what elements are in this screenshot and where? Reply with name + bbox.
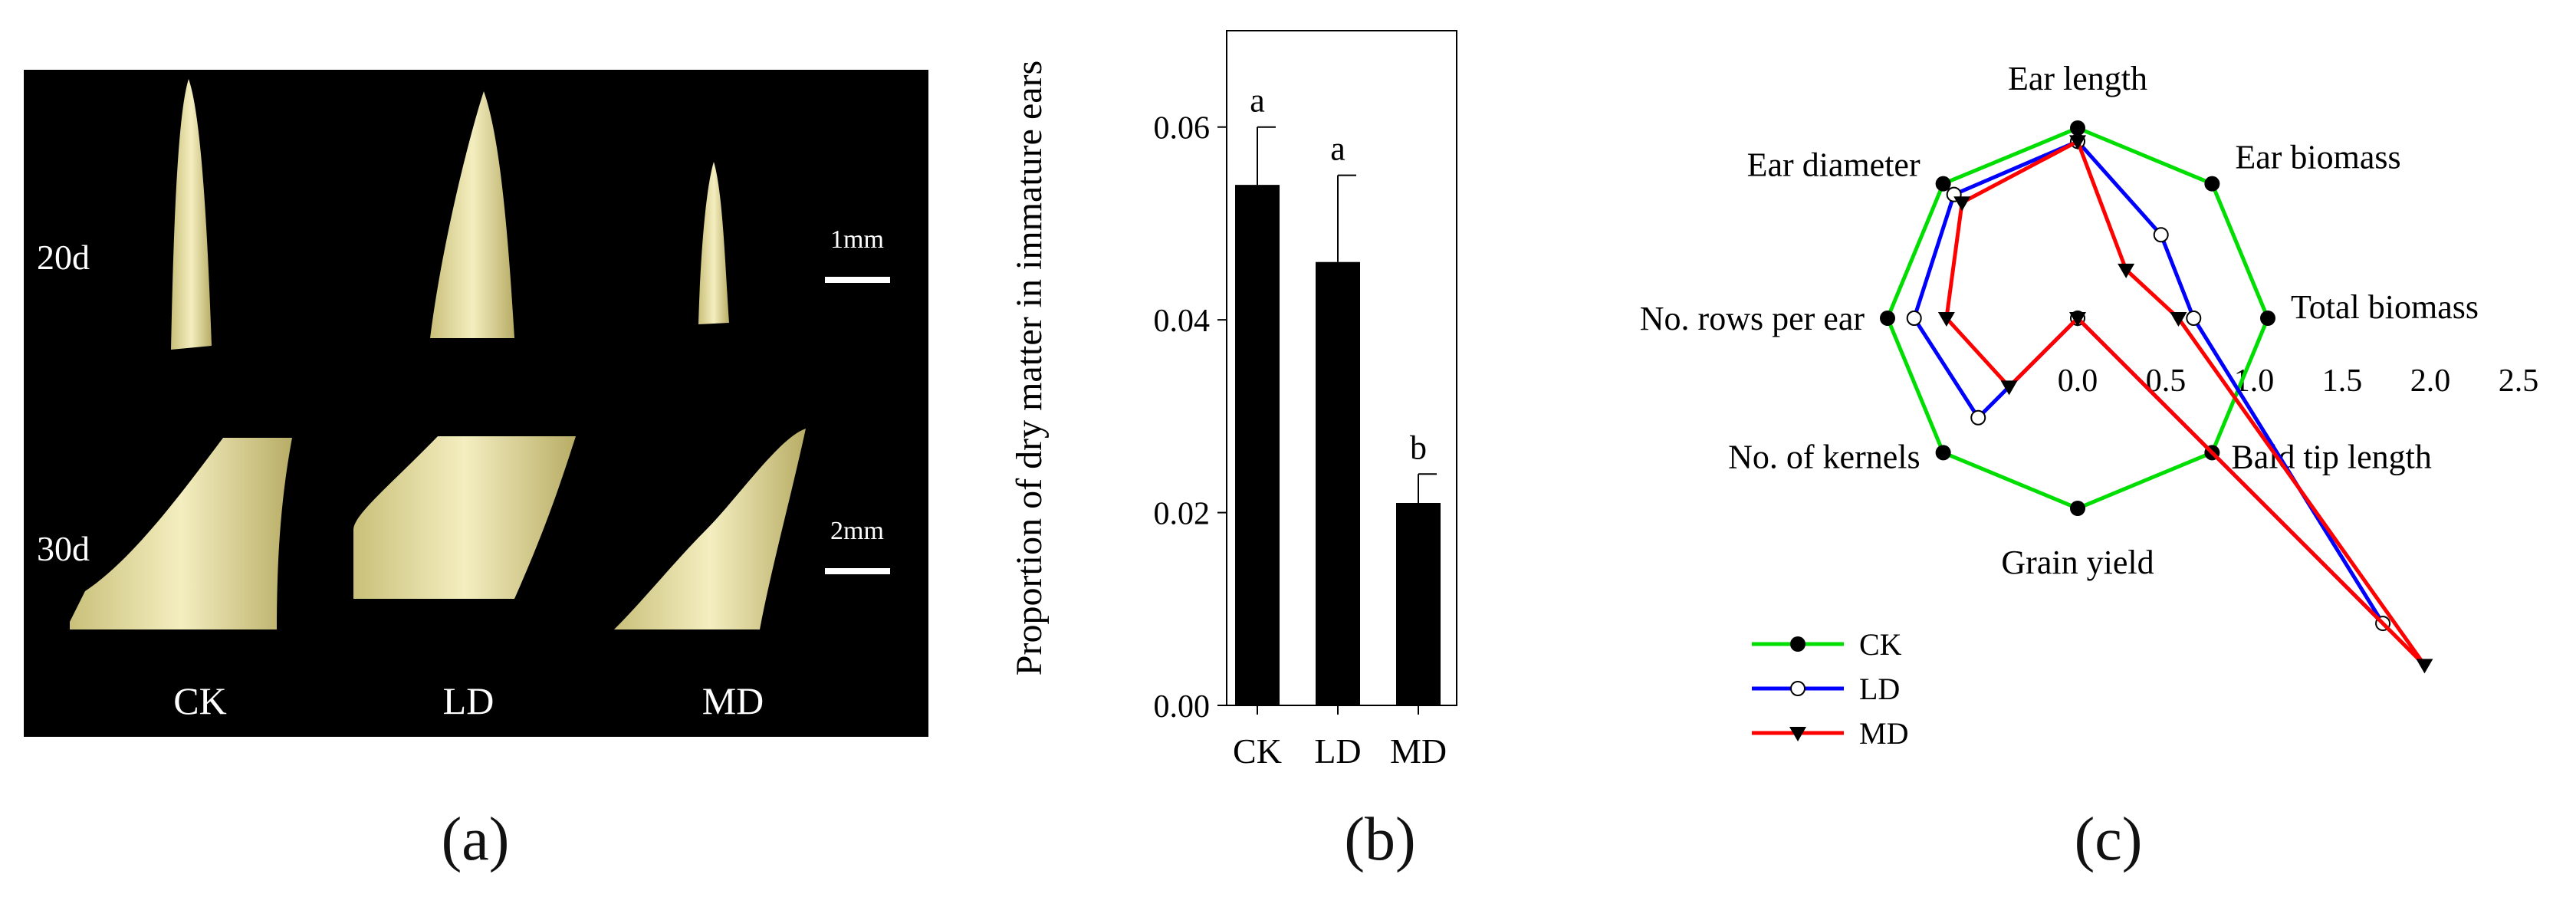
radar-axis-label: No. rows per ear xyxy=(1640,300,1865,337)
bar-ck xyxy=(1235,185,1280,706)
ear-30d-md xyxy=(614,429,806,629)
radar-axis-label: Bald tip length xyxy=(2231,438,2432,475)
radar-axis-label: Ear biomass xyxy=(2235,139,2400,176)
radar-point-ck xyxy=(1935,176,1951,192)
radar-axis-label: Total biomass xyxy=(2291,288,2479,326)
radar-point-ld xyxy=(2153,227,2169,243)
radial-tick-label: 1.5 xyxy=(2322,363,2363,399)
radar-point-ck xyxy=(2070,501,2085,516)
radar-axis-label: Ear diameter xyxy=(1747,146,1921,184)
scale-bar-2mm xyxy=(825,568,890,574)
legend-marker-md xyxy=(1789,727,1806,741)
radar-point-md xyxy=(2118,263,2135,278)
row-label-20d: 20d xyxy=(37,238,90,277)
x-tick-label: LD xyxy=(1314,731,1361,771)
radial-tick-label: 2.5 xyxy=(2499,363,2539,399)
radar-point-md xyxy=(1937,312,1955,327)
radar-point-md xyxy=(2000,380,2018,396)
radar-point-ld xyxy=(1970,409,1986,426)
column-label-md: MD xyxy=(702,679,764,722)
significance-label: a xyxy=(1330,130,1346,168)
ear-photo-image: 20d 30d 1mm 2mm CK LD MD xyxy=(37,79,890,722)
radial-tick-label: 0.0 xyxy=(2058,363,2098,399)
scale-bar-1mm xyxy=(825,277,890,283)
significance-label: b xyxy=(1410,429,1427,466)
radar-axis-label: No. of kernels xyxy=(1728,438,1921,475)
radar-point-md xyxy=(2416,659,2433,674)
significance-label: a xyxy=(1250,82,1265,120)
y-tick-label: 0.00 xyxy=(1154,689,1211,725)
radar-point-ck xyxy=(1880,311,1895,326)
legend-marker-ld xyxy=(1790,681,1806,696)
legend-marker-ck xyxy=(1790,636,1806,652)
y-tick-label: 0.02 xyxy=(1154,497,1211,532)
bar-chart-ylabel: Proportion of dry matter in immature ear… xyxy=(1009,61,1050,675)
radar-axis-label: Ear length xyxy=(2008,61,2147,97)
row-label-30d: 30d xyxy=(37,529,90,568)
bar-ld xyxy=(1316,261,1360,705)
ear-20d-md xyxy=(698,162,729,324)
ear-photo-panel: 20d 30d 1mm 2mm CK LD MD xyxy=(24,70,928,737)
legend-label-md: MD xyxy=(1859,716,1908,751)
radar-point-md xyxy=(2069,135,2086,150)
panel-b-label: (b) xyxy=(1344,806,1416,873)
radar-point-md xyxy=(2069,312,2086,327)
column-label-ld: LD xyxy=(443,679,495,722)
radar-point-ck xyxy=(2260,311,2275,326)
radar-axis-label: Grain yield xyxy=(2001,544,2154,581)
panel-c-label: (c) xyxy=(2074,806,2143,873)
bar-chart: 0.00 0.02 0.04 0.06 a CK a LD b MD Proportion of … xyxy=(1009,30,1457,771)
ear-20d-ck xyxy=(171,79,212,350)
radar-series-md xyxy=(1944,138,2426,667)
radar-legend: CK LD MD xyxy=(1752,627,1908,751)
ear-20d-ld xyxy=(430,91,514,338)
radar-point-ck xyxy=(2070,120,2085,136)
ear-30d-ld xyxy=(353,436,576,599)
radar-point-ld xyxy=(2186,311,2202,326)
radial-tick-label: 2.0 xyxy=(2410,363,2451,399)
radar-point-md xyxy=(1953,196,1971,212)
ear-30d-ck xyxy=(70,438,292,629)
scale-label-1mm: 1mm xyxy=(830,225,884,254)
column-label-ck: CK xyxy=(173,679,226,722)
bar-md xyxy=(1396,503,1441,705)
radar-point-ld xyxy=(1906,311,1922,326)
y-tick-label: 0.06 xyxy=(1154,111,1211,146)
radar-point-ck xyxy=(1935,445,1951,461)
y-tick-label: 0.04 xyxy=(1154,304,1211,339)
panel-a-label: (a) xyxy=(441,806,510,873)
bar-chart-panel: 0.00 0.02 0.04 0.06 a CK a LD b MD Proportion of … xyxy=(997,23,1549,820)
x-tick-label: CK xyxy=(1233,731,1282,771)
radar-chart-panel: 0.0 0.5 1.0 1.5 2.0 2.5 Ear length Ear biomass T… xyxy=(1579,60,2568,797)
radar-point-md xyxy=(2170,312,2187,327)
radar-point-ck xyxy=(2204,176,2220,192)
legend-label-ck: CK xyxy=(1859,627,1902,662)
scale-label-2mm: 2mm xyxy=(830,517,884,545)
x-tick-label: MD xyxy=(1390,731,1447,771)
legend-label-ld: LD xyxy=(1859,672,1900,706)
